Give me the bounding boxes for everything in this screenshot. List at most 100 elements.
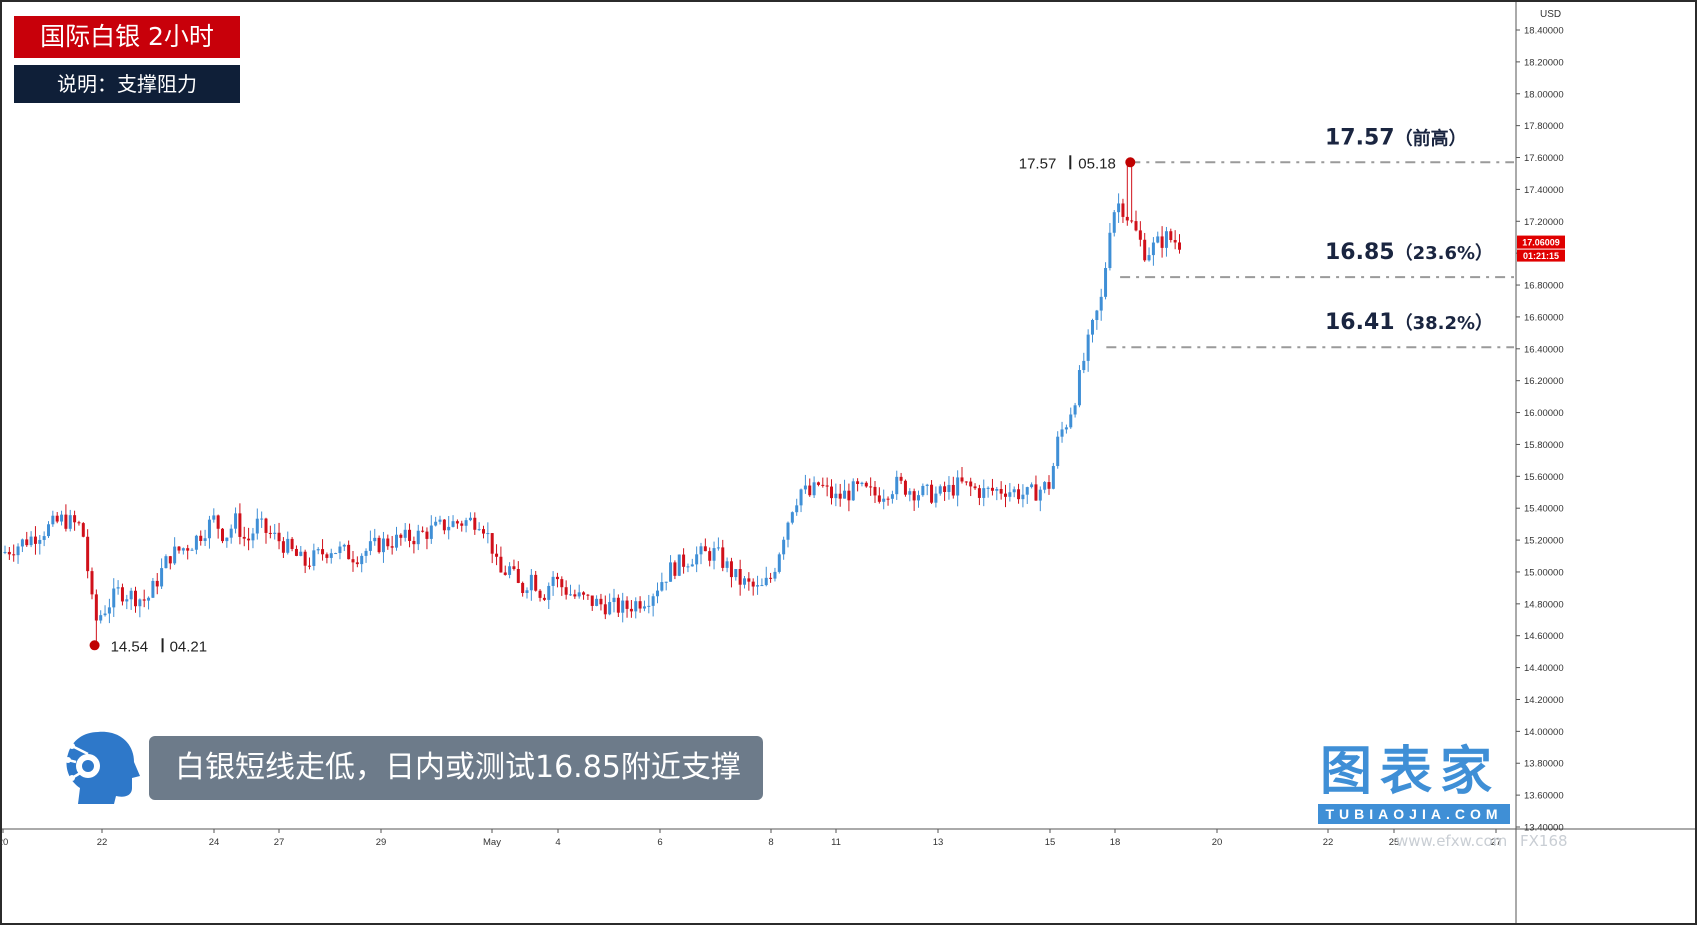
candle-down <box>442 519 446 531</box>
candle-down <box>1130 220 1134 222</box>
x-tick-label: 22 <box>97 837 108 848</box>
candle-up <box>777 554 781 572</box>
candle-down <box>168 556 172 564</box>
candle-up <box>20 539 24 547</box>
candle-up <box>38 539 42 544</box>
candle-down <box>455 521 459 524</box>
candle-down <box>355 562 359 565</box>
candle-down <box>64 514 68 529</box>
y-tick-label: 18.20000 <box>1524 57 1564 68</box>
current-price-tag <box>1517 235 1565 249</box>
x-tick-label: 22 <box>1323 837 1334 848</box>
candle-down <box>864 482 868 487</box>
y-tick-label: 14.40000 <box>1524 663 1564 674</box>
candle-up <box>181 548 185 551</box>
candle-down <box>877 495 881 502</box>
candle-down <box>1047 482 1051 489</box>
candle-up <box>260 518 264 520</box>
y-tick-label: 18.00000 <box>1524 89 1564 100</box>
candle-up <box>329 553 333 558</box>
candle-up <box>1086 334 1090 361</box>
x-tick-label: 20 <box>0 837 8 848</box>
candle-up <box>803 485 807 490</box>
candle-up <box>334 553 338 555</box>
candle-down <box>86 536 90 572</box>
candle-down <box>1125 216 1129 221</box>
candle-down <box>899 476 903 481</box>
candle-down <box>495 553 499 557</box>
candle-down <box>281 541 285 553</box>
candle-up <box>1069 414 1073 428</box>
candle-up <box>1077 370 1081 406</box>
candle-up <box>651 596 655 606</box>
candle-down <box>599 598 603 605</box>
candle-down <box>303 551 307 566</box>
candle-up <box>255 518 259 534</box>
candle-down <box>638 601 642 609</box>
candle-up <box>373 537 377 542</box>
candle-up <box>286 538 290 553</box>
candle-up <box>207 519 211 539</box>
y-tick-label: 16.80000 <box>1524 281 1564 292</box>
candle-up <box>364 550 368 556</box>
candle-up <box>1038 489 1042 501</box>
level-value: 16.85 <box>1325 240 1395 265</box>
candle-up <box>760 585 764 587</box>
candle-up <box>812 482 816 496</box>
candle-up <box>1060 429 1064 437</box>
candle-down <box>377 537 381 553</box>
candle-down <box>816 482 820 485</box>
candle-up <box>1051 466 1055 489</box>
summary-text: 白银短线走低，日内或测试16.85附近支撑 <box>149 736 763 800</box>
candle-down <box>460 523 464 526</box>
level-label-1: 16.85（23.6%） <box>1325 240 1493 265</box>
candle-up <box>1095 310 1099 321</box>
candle-up <box>312 550 316 566</box>
candle-down <box>216 515 220 529</box>
candle-up <box>716 547 720 549</box>
candle-down <box>199 535 203 541</box>
candle-up <box>947 484 951 492</box>
candle-up <box>834 493 838 499</box>
candle-up <box>234 513 238 529</box>
candle-up <box>656 590 659 597</box>
candle-up <box>677 554 681 576</box>
candle-down <box>247 538 251 541</box>
candle-down <box>294 548 298 556</box>
candle-down <box>838 493 842 499</box>
extreme-price-label: 17.57 <box>1019 155 1057 172</box>
candle-down <box>769 577 773 579</box>
candle-up <box>403 529 407 538</box>
candle-up <box>194 535 198 550</box>
candle-up <box>734 569 738 578</box>
level-note: （前高） <box>1395 127 1467 149</box>
candle-down <box>534 574 538 591</box>
candle-up <box>3 551 7 553</box>
chart-title: 国际白银 2小时 <box>14 16 240 58</box>
candle-down <box>242 536 246 539</box>
candle-up <box>1025 487 1029 495</box>
candle-down <box>321 549 325 555</box>
candle-down <box>425 531 429 539</box>
candle-down <box>33 536 37 544</box>
candle-down <box>943 486 947 492</box>
y-tick-label: 17.40000 <box>1524 185 1564 196</box>
candle-up <box>756 585 760 587</box>
y-tick-label: 17.20000 <box>1524 217 1564 228</box>
candle-up <box>764 577 768 586</box>
candle-up <box>395 534 398 548</box>
candle-up <box>1099 296 1103 311</box>
candle-down <box>238 513 242 537</box>
candle-up <box>225 537 229 542</box>
candle-down <box>277 532 281 542</box>
candle-up <box>882 498 886 502</box>
candle-up <box>151 580 155 598</box>
candle-up <box>173 546 177 564</box>
candle-down <box>747 578 751 582</box>
candle-down <box>221 528 224 542</box>
candle-down <box>582 592 586 595</box>
countdown-tag <box>1517 249 1565 262</box>
candle-down <box>629 608 633 612</box>
